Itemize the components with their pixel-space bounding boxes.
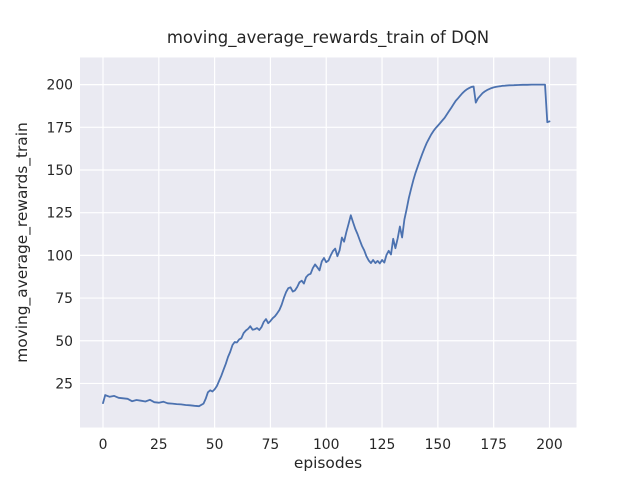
chart-title: moving_average_rewards_train of DQN: [167, 28, 489, 48]
x-tick-label: 150: [425, 437, 452, 453]
y-tick-label: 175: [46, 120, 73, 136]
gridlines: [80, 57, 577, 428]
y-tick-label: 50: [55, 334, 73, 350]
x-tick-label: 200: [536, 437, 563, 453]
x-tick-label: 50: [206, 437, 224, 453]
x-tick-labels: 0 25 50 75 100 125 150 175 200: [99, 437, 563, 453]
y-tick-labels: 25 50 75 100 125 150 175 200: [46, 78, 73, 393]
x-tick-label: 25: [150, 437, 168, 453]
y-tick-label: 125: [46, 206, 73, 222]
x-tick-label: 75: [262, 437, 280, 453]
y-tick-label: 25: [55, 376, 73, 392]
x-tick-label: 175: [480, 437, 507, 453]
y-tick-label: 75: [55, 291, 73, 307]
y-tick-label: 200: [46, 78, 73, 94]
y-axis-label: moving_average_rewards_train: [13, 122, 32, 363]
plot-area: [80, 57, 577, 428]
x-tick-label: 0: [99, 437, 108, 453]
y-tick-label: 100: [46, 248, 73, 264]
x-tick-label: 100: [313, 437, 340, 453]
y-tick-label: 150: [46, 163, 73, 179]
dqn-line-series: [102, 83, 551, 408]
x-axis-label: episodes: [294, 454, 362, 472]
x-tick-label: 125: [369, 437, 396, 453]
